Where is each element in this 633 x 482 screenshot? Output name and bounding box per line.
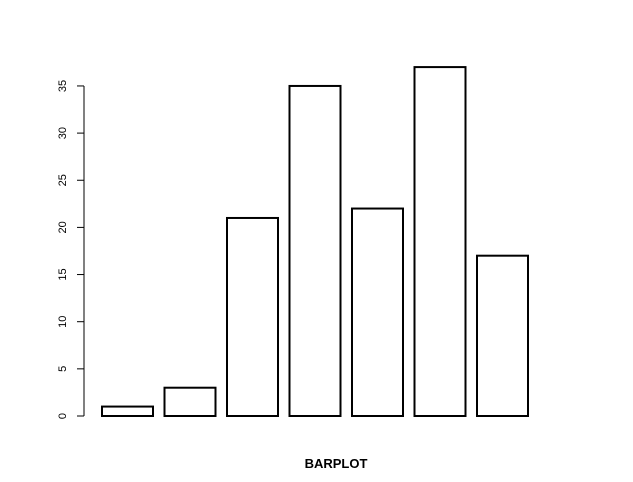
y-tick-label: 0 xyxy=(57,413,69,419)
y-tick-label: 20 xyxy=(57,221,69,233)
bar xyxy=(288,84,342,417)
y-tick-label: 35 xyxy=(57,80,69,92)
bar xyxy=(226,216,279,417)
x-axis-label: BARPLOT xyxy=(305,456,368,471)
bars-group xyxy=(101,66,529,418)
y-tick-label: 10 xyxy=(57,316,69,328)
bar xyxy=(101,405,154,418)
y-axis: 0 5 10 15 20 25 30 35 xyxy=(57,80,85,419)
y-tick-label: 25 xyxy=(57,174,69,186)
y-tick-label: 5 xyxy=(57,366,69,372)
y-tick-label: 30 xyxy=(57,127,69,139)
bar xyxy=(413,66,467,417)
bar xyxy=(476,254,529,417)
bar xyxy=(163,386,217,417)
y-tick-label: 15 xyxy=(57,268,69,280)
bar xyxy=(351,207,404,417)
